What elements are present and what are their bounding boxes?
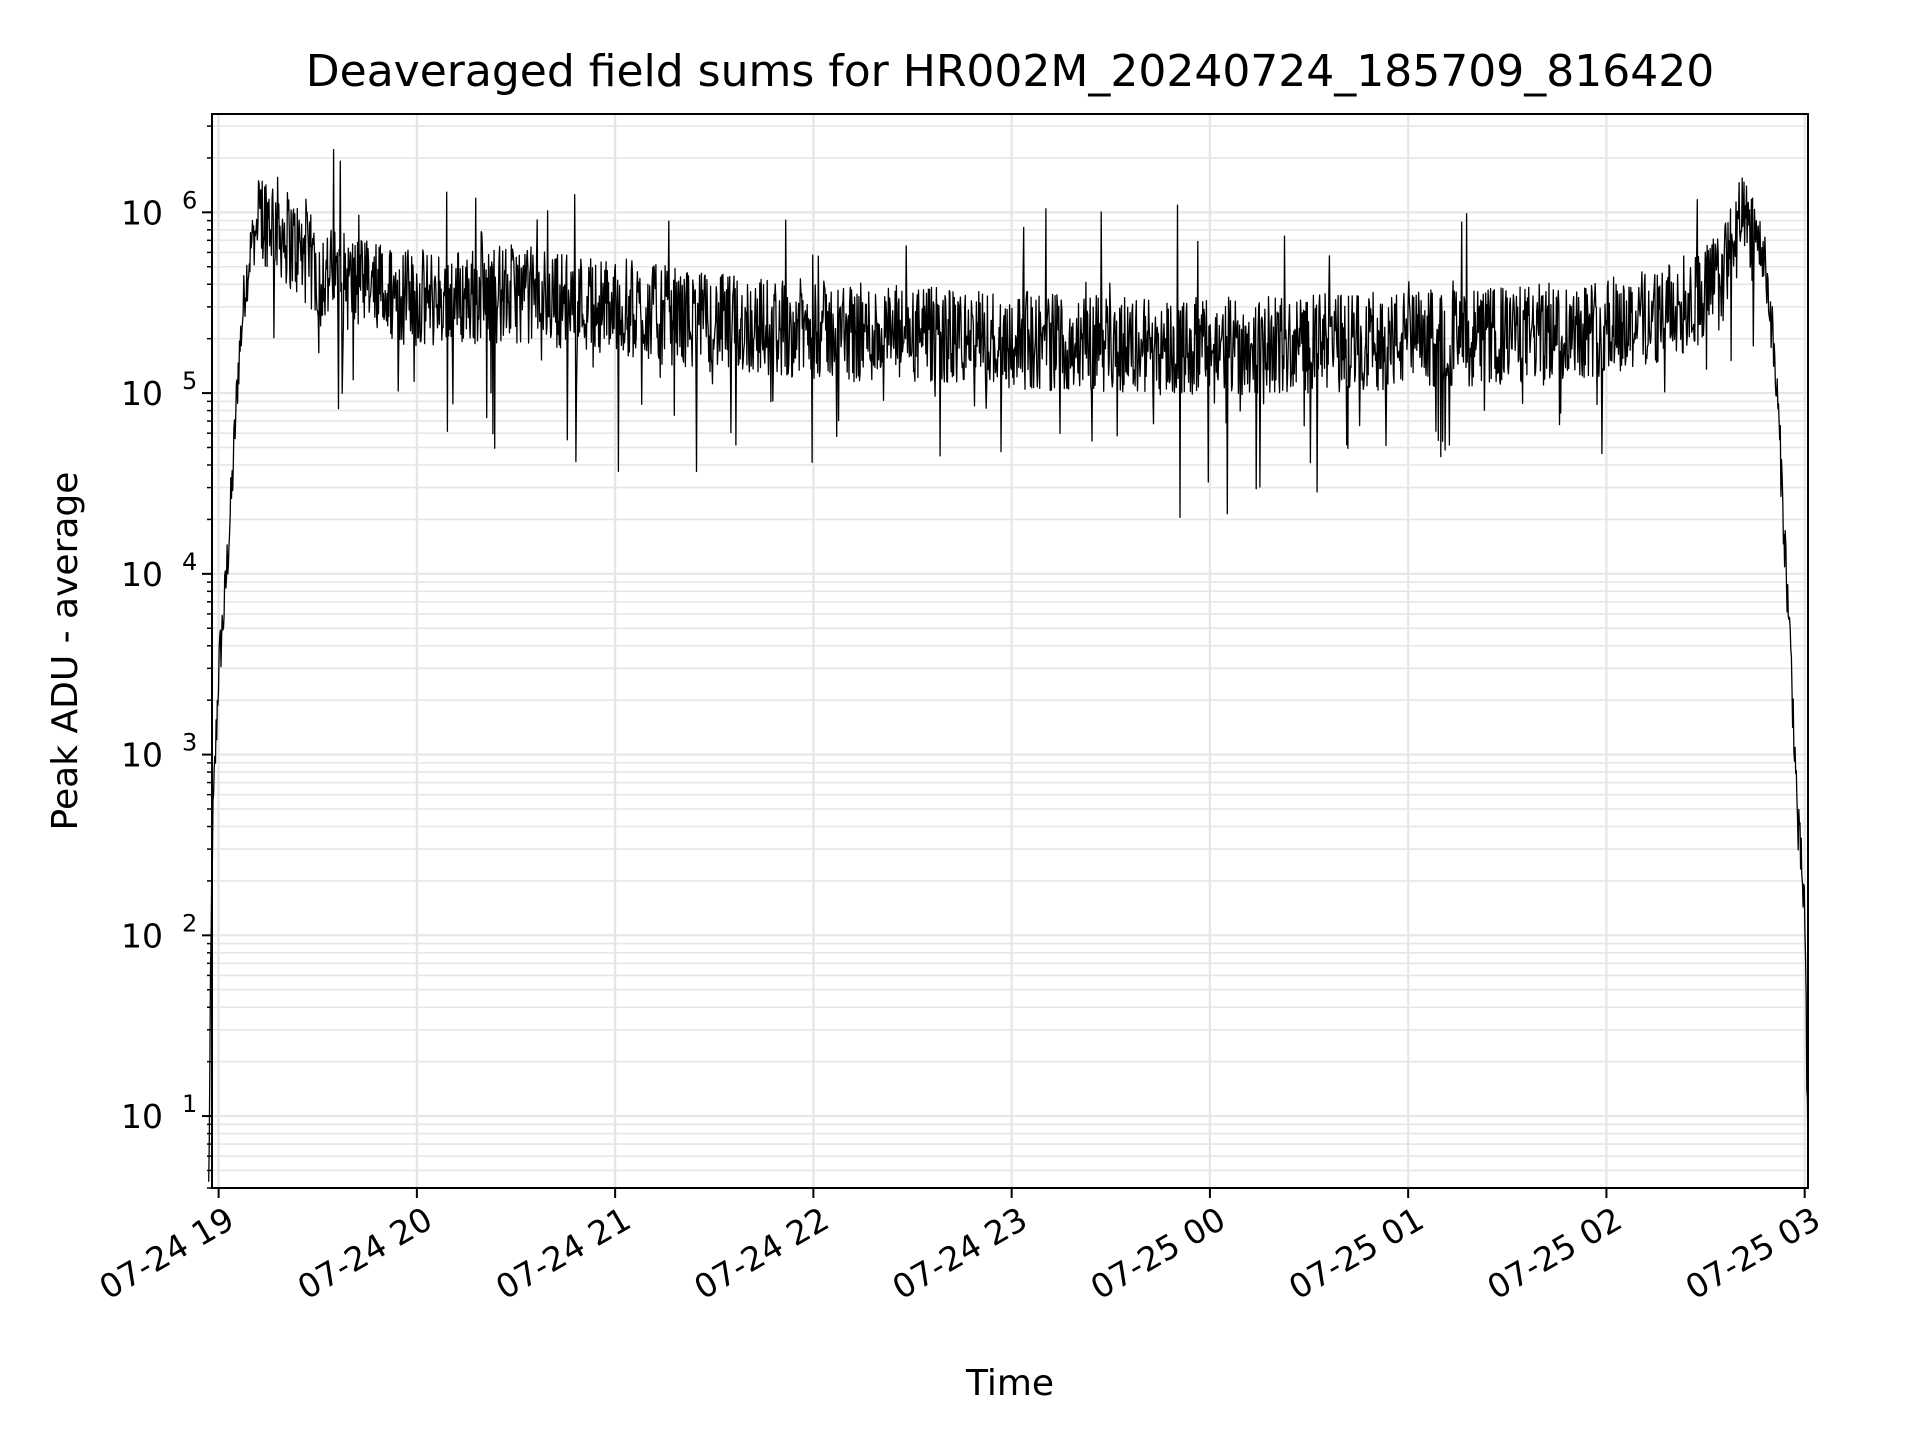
y-tick-label: 10 [121,736,163,775]
x-tick-label: 07-25 02 [1480,1199,1628,1307]
x-tick-label: 07-25 01 [1282,1199,1430,1307]
y-tick-label: 10 [121,916,163,955]
y-tick-exponent: 4 [182,548,197,576]
y-tick-exponent: 2 [182,909,197,937]
chart-title: Deaveraged field sums for HR002M_2024072… [306,46,1714,97]
y-tick-label: 10 [121,555,163,594]
y-tick-exponent: 1 [182,1090,197,1118]
x-tick-label: 07-24 23 [886,1199,1034,1307]
x-tick-label: 07-24 22 [687,1199,835,1307]
plot-frame [211,113,1809,1189]
x-tick-label: 07-24 19 [93,1199,241,1307]
y-tick-label: 10 [121,193,163,232]
y-tick-exponent: 5 [182,367,197,395]
y-tick-exponent: 6 [182,186,197,214]
y-tick-exponent: 3 [182,729,197,757]
data-layer [208,148,1809,1182]
y-axis-label: Peak ADU - average [45,472,86,831]
x-tick-label: 07-24 20 [291,1199,439,1307]
x-tick-label: 07-25 03 [1679,1199,1827,1307]
y-tick-label: 10 [121,374,163,413]
x-tick-label: 07-25 00 [1084,1199,1232,1307]
series-line [208,148,1809,1182]
y-tick-label: 10 [121,1097,163,1136]
x-axis-label: Time [965,1363,1054,1404]
x-tick-label: 07-24 21 [489,1199,637,1307]
